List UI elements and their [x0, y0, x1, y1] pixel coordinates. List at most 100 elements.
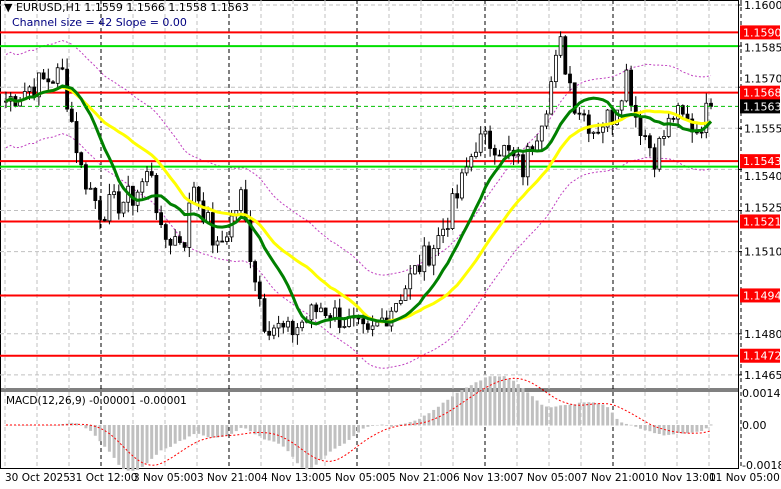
- macd-title: MACD(12,26,9) -0.00001 -0.00001: [6, 395, 187, 407]
- candle-body: [79, 152, 84, 166]
- candle-body: [46, 78, 51, 83]
- macd-bar: [643, 425, 647, 431]
- candle-body: [394, 303, 399, 312]
- candle-body: [436, 235, 441, 249]
- candle-body: [375, 321, 380, 327]
- time-label: 4 Nov 13:00: [261, 472, 325, 484]
- macd-bar: [549, 407, 553, 426]
- macd-bar: [451, 396, 454, 426]
- macd-bar: [225, 425, 229, 436]
- candle-body: [601, 126, 605, 133]
- macd-bar: [375, 424, 379, 426]
- level-label: 1.1590: [743, 26, 781, 39]
- candle-body: [248, 219, 253, 262]
- slow-ma-line: [5, 85, 712, 324]
- macd-bar: [239, 425, 243, 428]
- macd-bar: [126, 425, 130, 471]
- macd-bar: [314, 425, 318, 465]
- candle-body: [145, 171, 149, 183]
- macd-bar: [507, 378, 511, 426]
- level-badge: [740, 154, 780, 169]
- macd-bar: [234, 425, 238, 432]
- macd-bar: [399, 424, 403, 426]
- level-label: 1.1472: [743, 350, 781, 363]
- candle-body: [408, 273, 413, 290]
- macd-bar: [465, 387, 469, 426]
- macd-bar: [328, 425, 332, 452]
- candle-body: [41, 72, 46, 80]
- level-badge: [740, 348, 780, 363]
- macd-bar: [93, 425, 97, 436]
- macd-bar: [596, 403, 600, 426]
- candle-body: [168, 238, 173, 246]
- candle-body: [398, 300, 403, 304]
- candle-body: [450, 193, 455, 229]
- current-price-badge: [740, 99, 780, 114]
- macd-bar: [606, 407, 610, 426]
- candle-body: [586, 114, 591, 134]
- candle-body: [417, 265, 422, 273]
- macd-bar: [305, 425, 309, 470]
- macd-bar: [441, 402, 445, 426]
- macd-bar: [56, 425, 60, 426]
- macd-bar: [154, 425, 158, 455]
- macd-bar: [89, 425, 93, 431]
- macd-bar: [479, 380, 483, 426]
- candle-body: [624, 69, 629, 102]
- macd-tick-label: -0.00181: [742, 459, 781, 472]
- macd-bar: [291, 425, 295, 457]
- candle-body: [84, 164, 88, 190]
- macd-bar: [385, 425, 389, 426]
- candle-body: [506, 145, 511, 151]
- candle-body: [464, 166, 469, 174]
- macd-bar: [338, 425, 342, 446]
- macd-bar: [418, 418, 422, 426]
- macd-bar: [140, 425, 144, 467]
- macd-tick-label: 0.00: [742, 419, 767, 432]
- macd-bar: [610, 412, 614, 426]
- macd-bar: [187, 425, 191, 437]
- macd-bar: [671, 425, 675, 435]
- macd-bar: [347, 425, 351, 440]
- level-label: 1.1494: [743, 289, 781, 302]
- level-label: 1.1543: [743, 155, 781, 168]
- macd-bar: [502, 376, 506, 426]
- time-label: 7 Nov 05:00: [517, 472, 581, 484]
- macd-bar: [352, 425, 356, 437]
- macd-bar: [432, 409, 436, 426]
- time-label: 3 Nov 21:00: [197, 472, 261, 484]
- level-badge: [740, 288, 780, 303]
- macd-bar: [563, 405, 567, 426]
- candle-body: [112, 191, 116, 195]
- macd-bar: [211, 425, 215, 438]
- macd-bar: [394, 425, 398, 426]
- macd-bar: [253, 425, 257, 435]
- macd-bar: [107, 425, 111, 452]
- time-label: 5 Nov 05:00: [325, 472, 389, 484]
- macd-bar: [112, 425, 116, 458]
- candle-body: [163, 224, 168, 240]
- candle-body: [619, 100, 624, 111]
- candle-body: [187, 202, 192, 248]
- macd-bar: [493, 376, 497, 426]
- macd-bar: [469, 385, 473, 426]
- time-label: 7 Nov 21:00: [581, 472, 645, 484]
- candle-body: [662, 136, 666, 139]
- macd-bar: [686, 425, 689, 434]
- macd-bar: [51, 425, 55, 426]
- macd-bar: [587, 402, 591, 426]
- candle-body: [173, 236, 178, 246]
- candle-body: [365, 323, 370, 330]
- collapse-triangle-icon[interactable]: ▼: [4, 1, 13, 14]
- candle-body: [563, 36, 568, 75]
- fast-ma-line: [5, 84, 713, 326]
- price-tick-label: 1.1510: [744, 246, 781, 259]
- candle-body: [154, 175, 159, 214]
- candle-body: [159, 212, 164, 225]
- candle-body: [318, 307, 323, 313]
- candle-body: [492, 148, 497, 156]
- price-tick-label: 1.1465: [744, 369, 781, 382]
- candle-body: [572, 82, 577, 114]
